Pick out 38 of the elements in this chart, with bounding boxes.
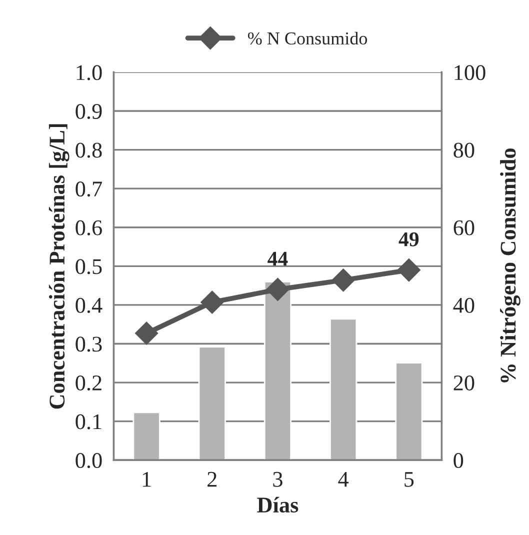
y2-tick-label: 0 [454,453,464,468]
y-tick-label: 0.0 [76,453,102,468]
bar [264,280,292,460]
x-tick-label: 1 [142,472,151,487]
y-tick-label: 0.3 [76,336,102,352]
y-tick-label: 1.0 [76,65,102,80]
y-axis-title: Concentración Proteínas [g/L] [48,124,70,409]
y2-tick-label: 40 [453,298,474,313]
x-tick-label: 2 [208,472,216,487]
bar [198,346,226,460]
y-tick-label: 0.9 [76,104,102,120]
y-tick-label: 0.2 [76,375,102,391]
y2-axis-title: % Nitrógeno Consumido [500,148,520,382]
point [397,258,420,282]
y-tick-label: 0.8 [76,142,102,158]
x-tick-label: 3 [273,472,282,487]
x-axis-title: Días [257,496,298,513]
x-tick-label: 4 [338,472,349,487]
y2-tick-label: 60 [454,220,474,236]
y2-tick-label: 20 [454,375,474,390]
point [266,278,290,301]
data-label: 44 [268,252,288,266]
legend-label: % N Consumido [248,32,368,45]
y-tick-label: 0.7 [76,182,102,197]
y-tick-label: 0.1 [76,414,102,430]
y-tick-label: 0.5 [76,259,102,274]
bar [395,362,423,460]
x-tick-label: 5 [404,472,414,487]
y-tick-label: 0.6 [76,220,102,236]
y2-tick-label: 100 [454,65,486,80]
point [332,268,355,292]
bar [132,412,160,460]
point [200,290,224,314]
data-label: 49 [398,232,419,246]
y2-tick-label: 80 [454,142,474,158]
bar [330,318,358,460]
y-tick-label: 0.4 [76,298,102,313]
point [135,322,158,345]
